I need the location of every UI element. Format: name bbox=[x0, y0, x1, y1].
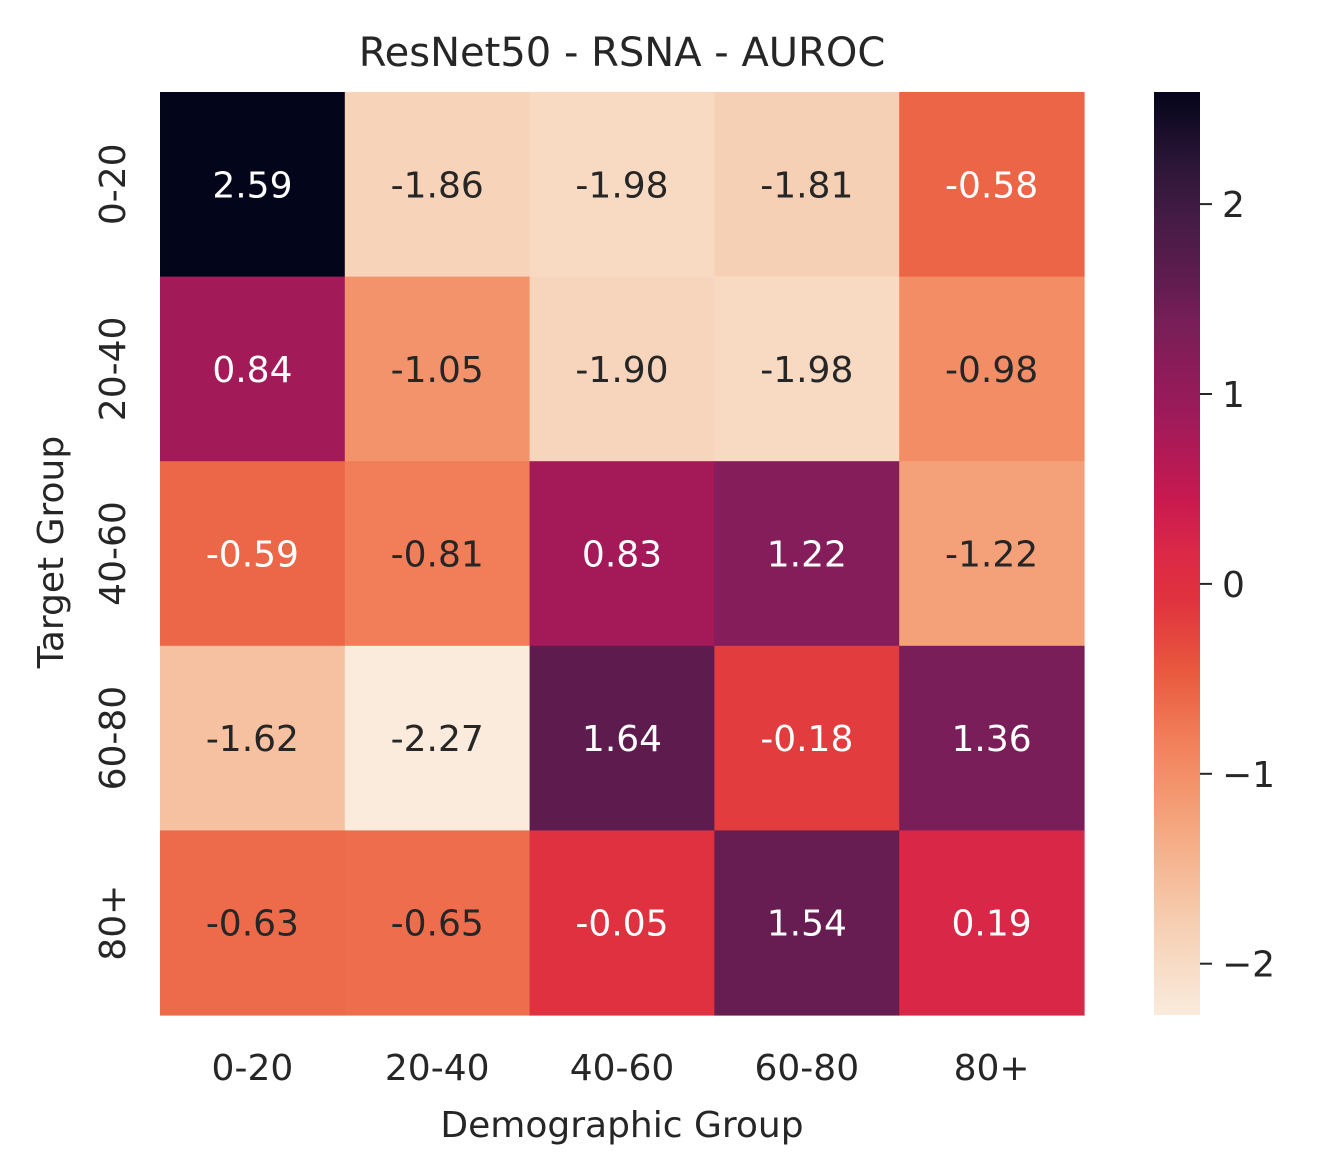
cell-value-label: -0.98 bbox=[945, 350, 1038, 391]
heatmap-cell bbox=[714, 276, 900, 462]
heatmap-cell bbox=[529, 830, 715, 1016]
cell-value-label: 2.59 bbox=[212, 165, 292, 206]
colorbar-tick-label: 2 bbox=[1222, 185, 1245, 226]
heatmap-cell bbox=[344, 92, 531, 278]
colorbar-tick-label: 1 bbox=[1222, 375, 1245, 416]
cell-value-label: 0.83 bbox=[582, 535, 662, 576]
heatmap-cell bbox=[714, 92, 900, 278]
x-tick-label: 20-40 bbox=[385, 1048, 490, 1089]
heatmap-cell bbox=[529, 645, 715, 831]
heatmap-cell bbox=[344, 461, 531, 647]
cell-value-label: -0.81 bbox=[391, 535, 484, 576]
heatmap-cell bbox=[899, 276, 1085, 462]
heatmap-cell bbox=[344, 276, 531, 462]
cell-value-label: -0.18 bbox=[760, 719, 853, 760]
cell-value-label: -1.86 bbox=[391, 165, 484, 206]
cell-value-label: -2.27 bbox=[391, 719, 484, 760]
cell-value-label: 1.64 bbox=[582, 719, 662, 760]
cell-value-label: 1.22 bbox=[767, 535, 847, 576]
heatmap-cell bbox=[529, 276, 715, 462]
cell-value-label: -1.81 bbox=[760, 165, 853, 206]
cell-value-label: -1.05 bbox=[391, 350, 484, 391]
heatmap-cell bbox=[899, 92, 1085, 278]
y-tick-label: 0-20 bbox=[93, 143, 134, 225]
colorbar-tick-label: 0 bbox=[1222, 565, 1245, 606]
cell-value-label: 0.84 bbox=[212, 350, 292, 391]
heatmap-cell bbox=[344, 830, 531, 1016]
cell-value-label: -0.59 bbox=[206, 535, 299, 576]
heatmap-cell bbox=[529, 461, 715, 647]
cell-value-label: -1.62 bbox=[206, 719, 299, 760]
x-tick-label: 80+ bbox=[954, 1048, 1030, 1089]
cell-value-label: -1.98 bbox=[575, 165, 668, 206]
cell-value-label: -0.65 bbox=[391, 904, 484, 945]
cell-value-label: -0.63 bbox=[206, 904, 299, 945]
y-tick-label: 80+ bbox=[93, 885, 134, 961]
cell-value-label: 0.19 bbox=[952, 904, 1032, 945]
cell-value-label: 1.36 bbox=[952, 719, 1032, 760]
heatmap-cells: 2.59 -1.86 -1.98 -1.81 -0.58 0.84 -1.05 -1.90 -1… bbox=[160, 92, 1085, 1016]
heatmap-cell bbox=[899, 830, 1085, 1016]
x-tick-label: 40-60 bbox=[570, 1048, 675, 1089]
cell-value-label: -1.98 bbox=[760, 350, 853, 391]
heatmap-cell bbox=[160, 276, 346, 462]
heatmap-cell bbox=[160, 461, 346, 647]
x-axis-label: Demographic Group bbox=[440, 1105, 803, 1146]
heatmap-cell bbox=[714, 645, 900, 831]
colorbar-tick-label: −2 bbox=[1222, 945, 1275, 986]
y-tick-label: 20-40 bbox=[93, 317, 134, 422]
chart-title: ResNet50 - RSNA - AUROC bbox=[359, 30, 886, 76]
y-tick-label: 40-60 bbox=[93, 501, 134, 606]
colorbar-tick-label: −1 bbox=[1222, 755, 1275, 796]
x-tick-label: 0-20 bbox=[212, 1048, 294, 1089]
heatmap-cell bbox=[344, 645, 531, 831]
heatmap-cell bbox=[714, 461, 900, 647]
heatmap-cell bbox=[714, 830, 900, 1016]
cell-value-label: -1.22 bbox=[945, 535, 1038, 576]
y-axis-label: Target Group bbox=[31, 436, 72, 669]
cell-value-label: -1.90 bbox=[575, 350, 668, 391]
heatmap-cell bbox=[529, 92, 715, 278]
x-tick-labels: 0-20 20-40 40-60 60-80 80+ bbox=[212, 1048, 1030, 1089]
heatmap-cell bbox=[160, 830, 346, 1016]
y-tick-labels: 0-20 20-40 40-60 60-80 80+ bbox=[93, 143, 134, 960]
heatmap-cell bbox=[899, 461, 1085, 647]
heatmap-cell bbox=[160, 645, 346, 831]
cell-value-label: 1.54 bbox=[767, 904, 847, 945]
cell-value-label: -0.05 bbox=[575, 904, 668, 945]
x-tick-label: 60-80 bbox=[754, 1048, 859, 1089]
colorbar bbox=[1154, 92, 1200, 1015]
colorbar-ticks: 2 1 0 −1 −2 bbox=[1200, 185, 1275, 986]
heatmap-cell bbox=[899, 645, 1085, 831]
y-tick-label: 60-80 bbox=[93, 686, 134, 791]
heatmap-cell bbox=[160, 92, 346, 278]
cell-value-label: -0.58 bbox=[945, 165, 1038, 206]
